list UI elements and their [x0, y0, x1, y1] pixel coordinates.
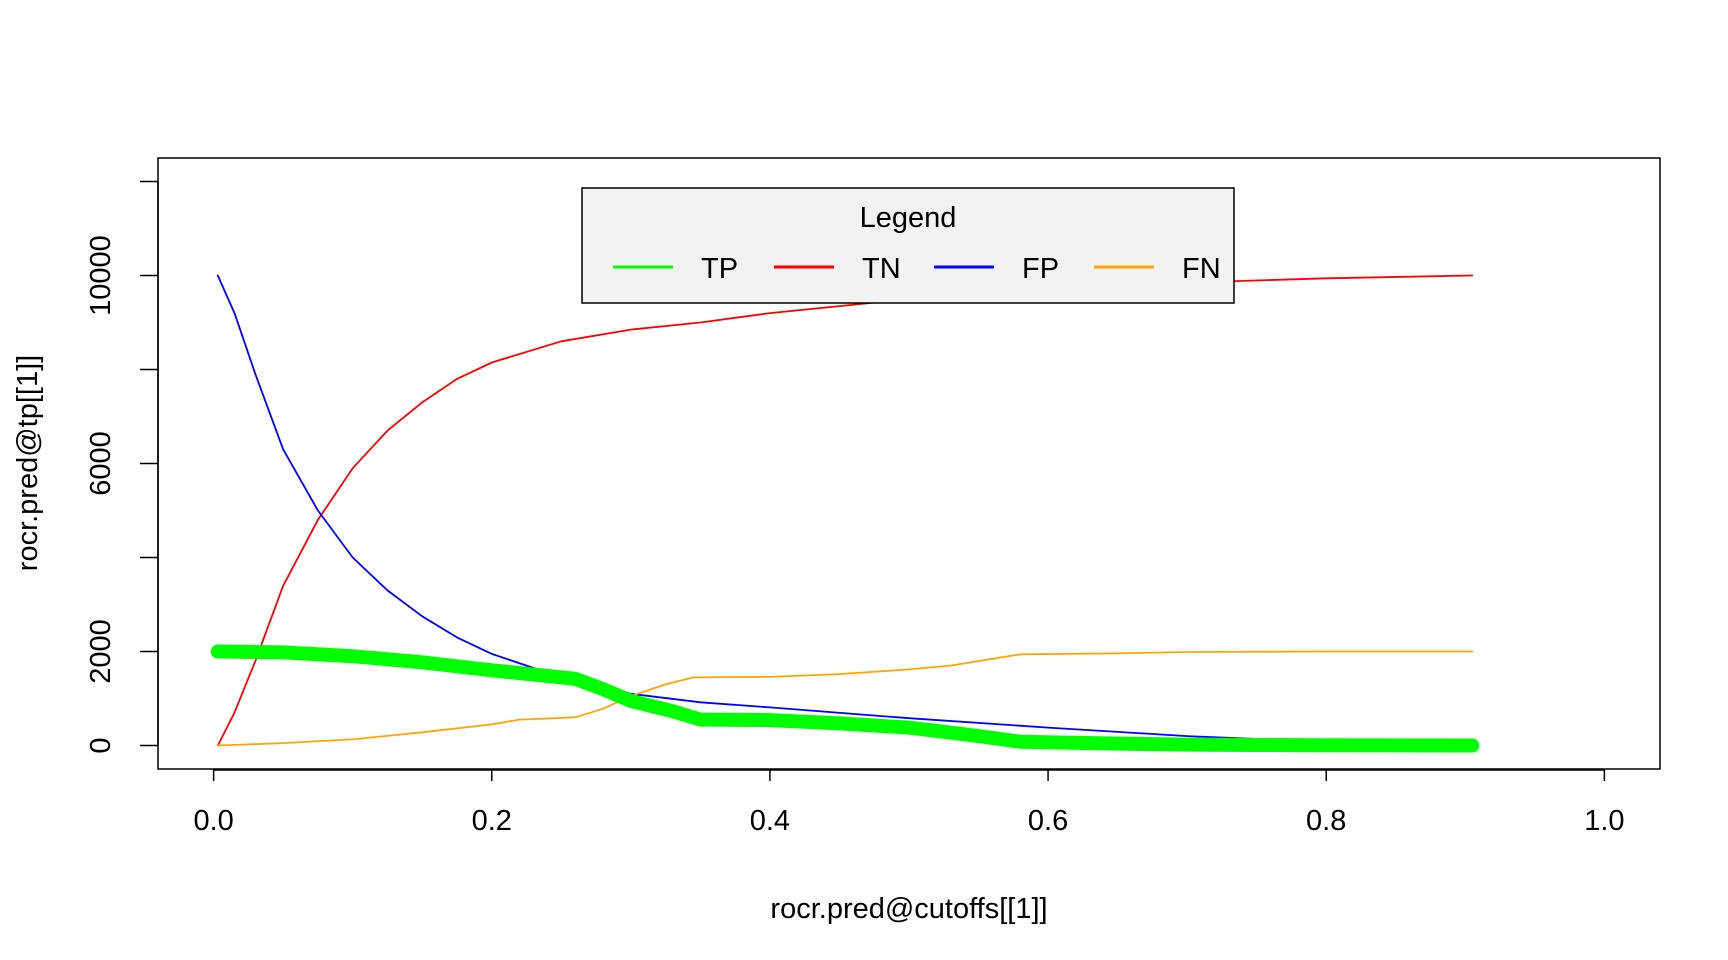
data-point-tp	[1416, 738, 1431, 753]
legend-label-tp: TP	[701, 253, 738, 285]
series-line-tp	[210, 644, 1480, 753]
y-tick-label: 6000	[85, 431, 117, 496]
legend-title: Legend	[860, 202, 957, 234]
x-axis: 0.0 0.2 0.4 0.6 0.8 1.0	[193, 769, 1625, 837]
x-tick-label: 0.8	[1306, 805, 1346, 837]
y-tick-label: 0	[85, 737, 117, 753]
y-axis: 0 2000 6000 10000	[85, 180, 159, 754]
data-point-tp	[1458, 738, 1473, 753]
legend-label-fp: FP	[1022, 253, 1059, 285]
legend-box	[581, 187, 1235, 304]
x-tick-label: 0.6	[1028, 805, 1068, 837]
legend-entries: TP TN FP FN	[613, 253, 1221, 285]
legend-label-fn: FN	[1182, 253, 1221, 285]
series-line-fp	[216, 274, 1474, 747]
series-line-tn	[216, 274, 1474, 747]
data-point-tp	[1437, 738, 1452, 753]
data-point-tp	[1430, 738, 1445, 753]
series-layer	[210, 274, 1480, 753]
x-tick-label: 0.2	[472, 805, 512, 837]
data-point-tp	[1423, 738, 1438, 753]
x-tick-label: 0.4	[750, 805, 790, 837]
data-point-tp	[1465, 738, 1480, 753]
x-axis-label: rocr.pred@cutoffs[[1]]	[770, 893, 1047, 925]
x-tick-label: 1.0	[1584, 805, 1624, 837]
data-point-tp	[1409, 738, 1424, 753]
legend-label-tn: TN	[862, 253, 901, 285]
data-point-tp	[1402, 738, 1417, 753]
data-point-tp	[1451, 738, 1466, 753]
y-tick-label: 10000	[85, 235, 117, 316]
x-tick-label: 0.0	[193, 805, 233, 837]
y-tick-label: 2000	[85, 619, 117, 684]
series-line-fn	[216, 650, 1474, 747]
data-point-tp	[1444, 738, 1459, 753]
legend: Legend TP TN FP FN	[581, 187, 1235, 304]
y-axis-label: rocr.pred@tp[[1]]	[12, 355, 44, 571]
